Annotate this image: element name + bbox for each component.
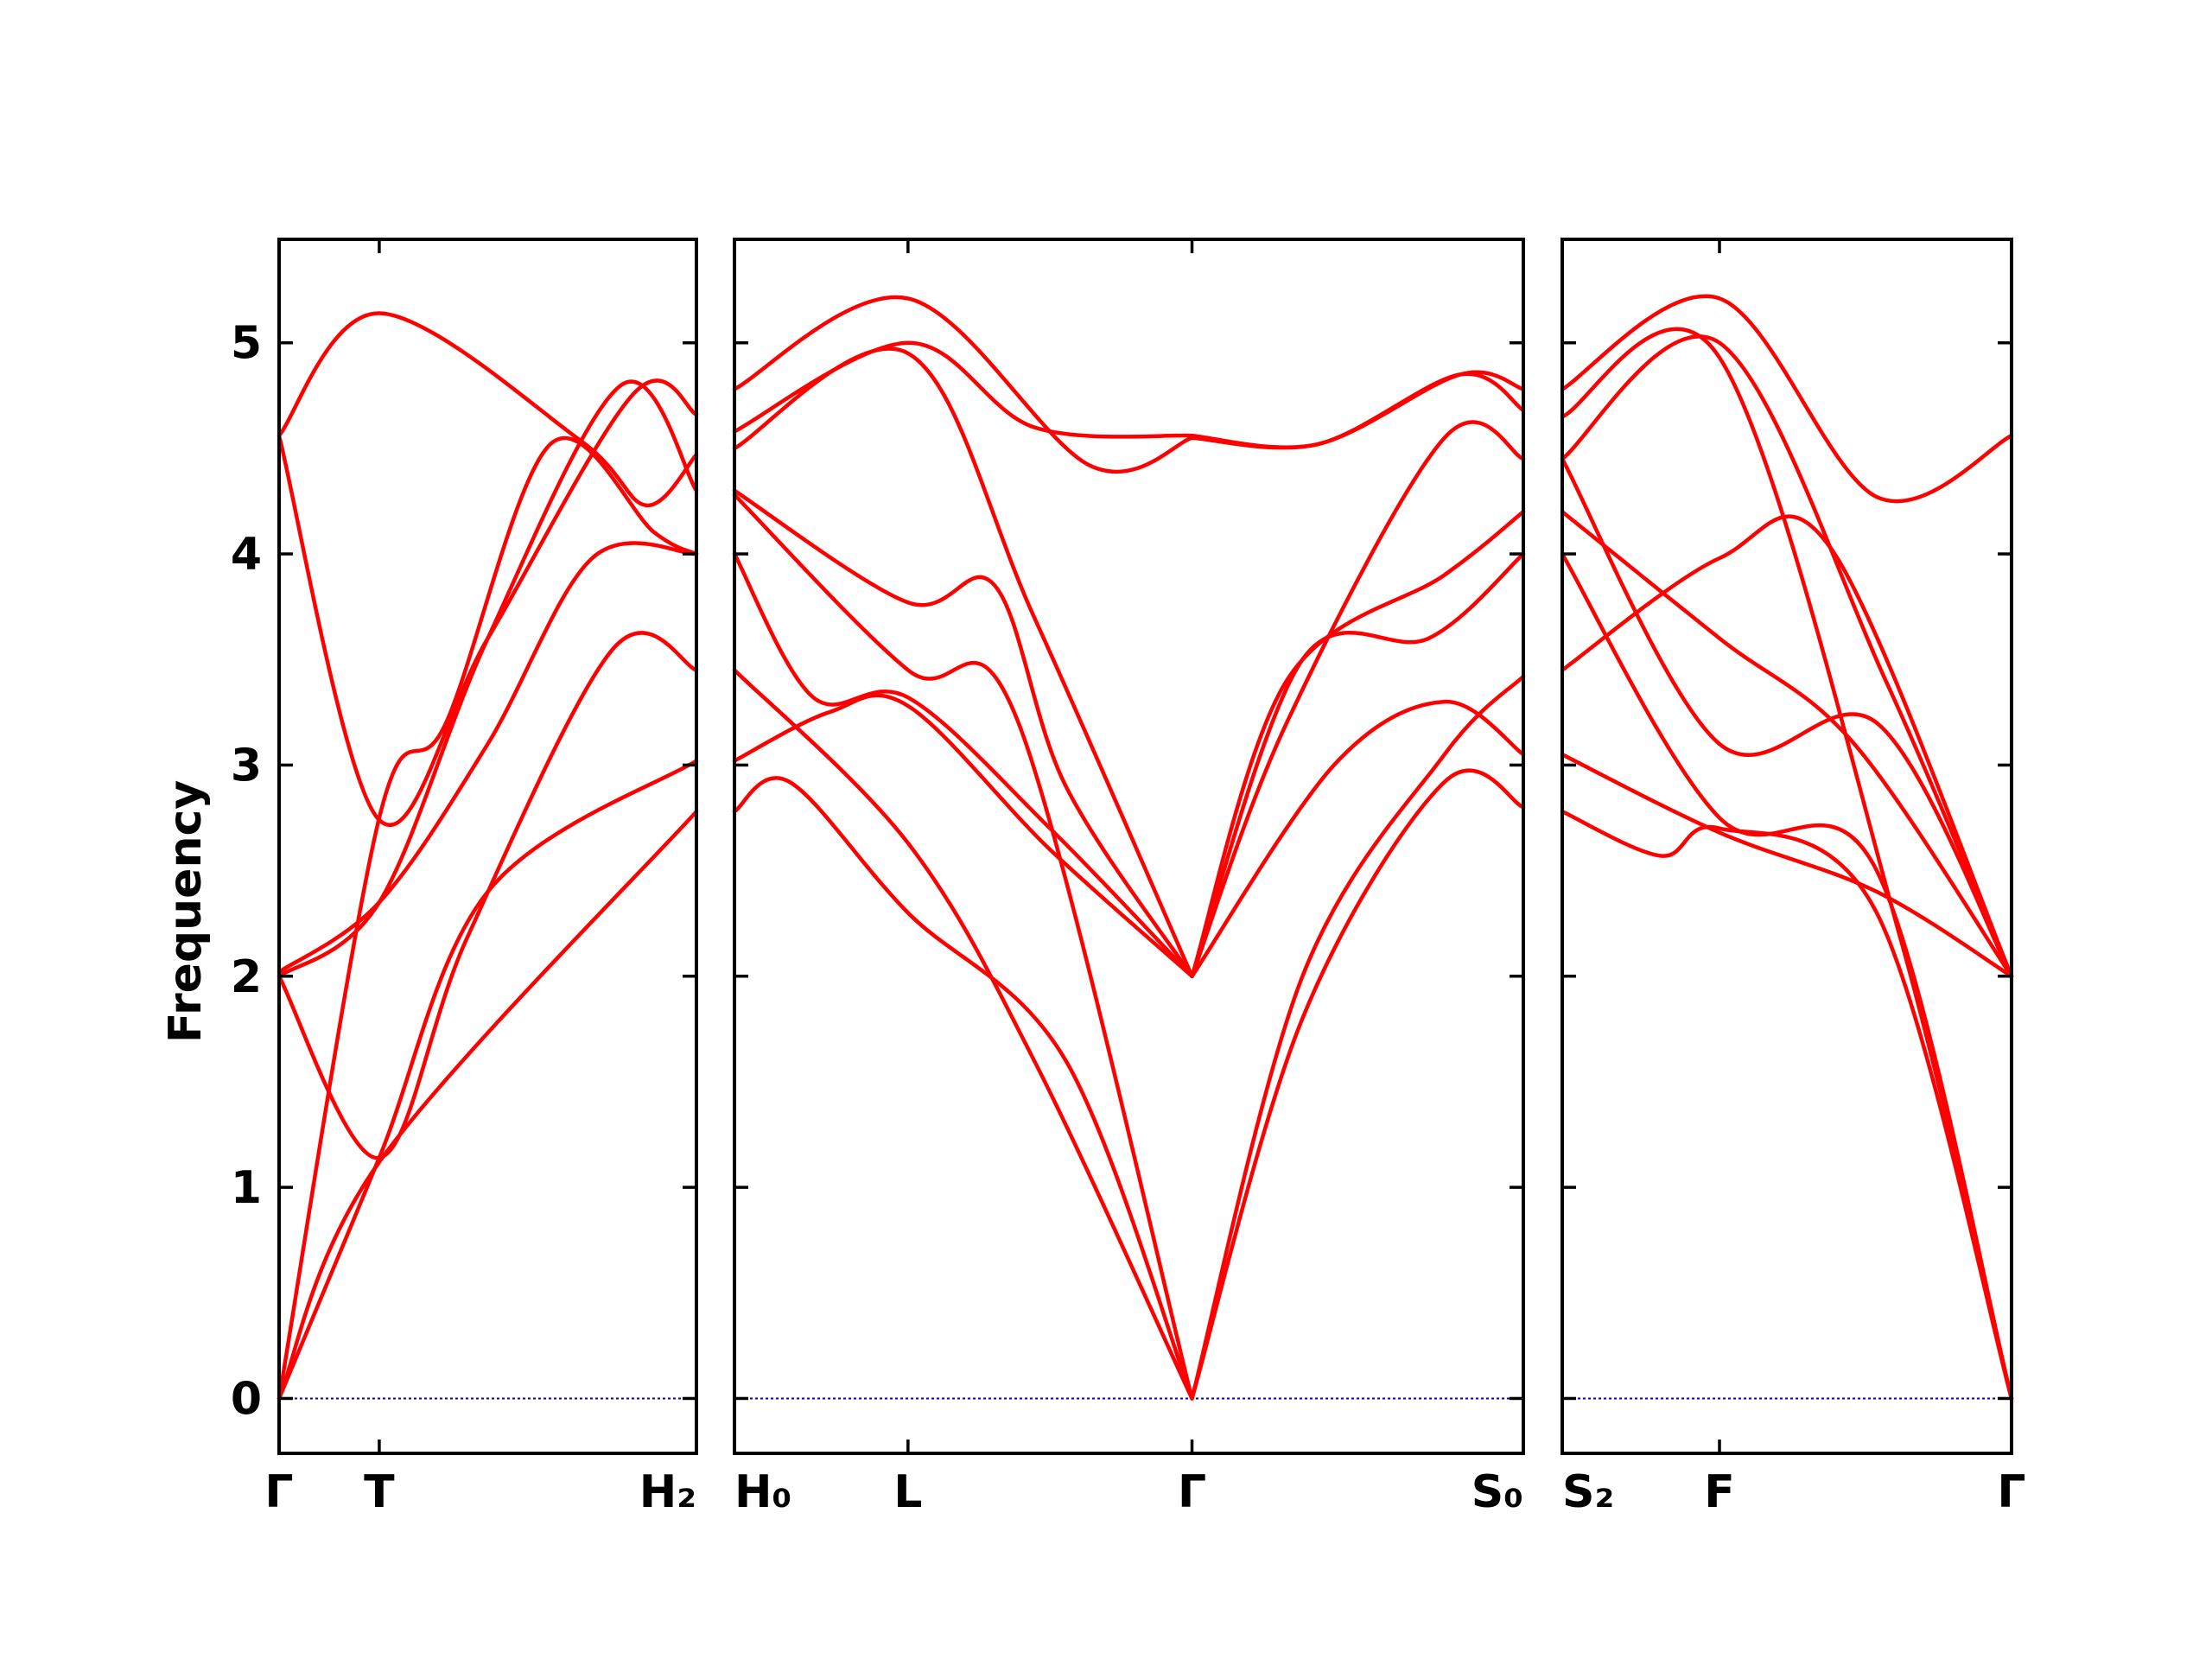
band-line [1190,674,1526,1401]
panel-frame [733,238,1525,1455]
band-line [1190,370,1526,449]
band-line [276,311,699,508]
y-tick-label: 3 [231,740,262,791]
y-tick-label: 2 [231,951,262,1003]
band-line [1560,456,2014,979]
band-line [276,809,699,1401]
band-line [732,693,1194,979]
band-line [1560,551,2014,1401]
band-line [276,631,699,1160]
band-line [1560,294,2014,504]
y-tick-label: 0 [231,1373,262,1425]
band-line [276,378,699,828]
band-line [1190,551,1526,979]
y-tick-label: 1 [231,1162,262,1214]
x-tick-label: T [364,1466,395,1518]
band-line [732,776,1194,1401]
panel-1: 0 1 2 3 4 5 Γ T H₂ [231,238,699,1518]
band-line [1190,420,1526,979]
band-line [276,541,699,975]
y-axis-label: Frequency [160,780,212,1043]
band-line [276,759,699,1401]
band-line [732,493,1194,1401]
y-tick-label: 5 [231,318,262,370]
x-tick-label: H₂ [639,1466,696,1518]
band-line [1190,768,1526,1401]
band-line [1560,334,2014,979]
band-line [1560,327,2014,1401]
band-line [1560,509,2014,979]
x-tick-label: F [1704,1466,1735,1518]
x-tick-label: Γ [264,1466,293,1518]
band-line [276,379,699,979]
panel-3: S₂ F Γ [1560,238,2026,1518]
band-line [732,488,1194,979]
band-line [1560,514,2014,979]
y-tick-label: 4 [231,529,262,581]
band-line [1190,372,1526,450]
panel-2: H₀ L Γ S₀ [732,238,1526,1518]
x-tick-label: L [893,1466,922,1518]
x-tick-label: S₀ [1471,1466,1523,1518]
band-line [732,668,1194,1401]
band-line [276,435,699,1401]
band-line [732,340,1194,439]
x-tick-label: H₀ [734,1466,791,1518]
band-line [732,295,1194,474]
x-tick-label: Γ [1178,1466,1206,1518]
chart-panels: 0 1 2 3 4 5 Γ T H₂ H₀ L Γ S₀ S₂ F Γ [231,238,2026,1518]
x-tick-label: S₂ [1562,1466,1614,1518]
band-line [1560,752,2014,979]
x-tick-label: Γ [1997,1466,2025,1518]
band-line [1190,699,1526,979]
band-line [732,551,1194,979]
band-line [1560,809,2014,1401]
panel-frame [1560,238,2013,1455]
panel-frame [277,238,698,1455]
